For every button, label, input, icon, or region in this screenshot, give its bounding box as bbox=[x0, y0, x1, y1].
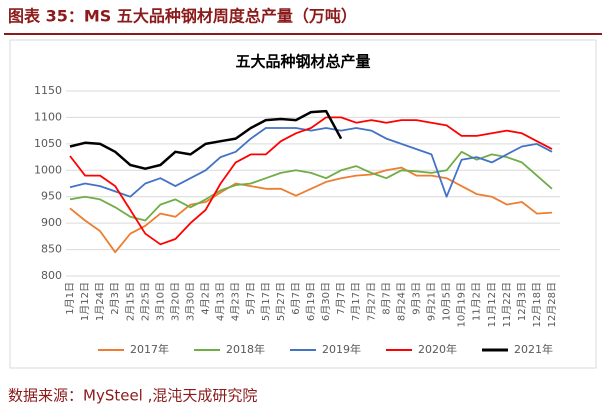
y-tick-label: 950 bbox=[41, 190, 62, 203]
page-title: 图表 35：MS 五大品种钢材周度总产量（万吨） bbox=[8, 7, 357, 26]
legend-label: 2021年 bbox=[514, 342, 553, 356]
chart-title: 五大品种钢材总产量 bbox=[235, 53, 370, 71]
x-tick-label: 11月22日 bbox=[501, 282, 513, 327]
legend-label: 2020年 bbox=[418, 342, 457, 356]
x-tick-label: 2月3日 bbox=[109, 282, 121, 315]
x-tick-label: 1月12日 bbox=[79, 282, 91, 321]
series-line bbox=[69, 127, 553, 198]
x-tick-label: 3月30日 bbox=[185, 282, 197, 321]
legend-label: 2018年 bbox=[226, 342, 265, 356]
x-tick-label: 8月24日 bbox=[395, 282, 407, 321]
x-tick-label: 6月19日 bbox=[305, 282, 317, 321]
x-tick-label: 12月18日 bbox=[531, 282, 543, 327]
x-tick-label: 3月20日 bbox=[169, 282, 181, 321]
x-tick-label: 8月7日 bbox=[380, 282, 392, 315]
x-tick-label: 10月19日 bbox=[456, 282, 468, 327]
x-tick-label: 7月17日 bbox=[350, 282, 362, 321]
legend-label: 2017年 bbox=[130, 342, 169, 356]
x-tick-label: 6月7日 bbox=[290, 282, 302, 315]
source: 数据来源：MySteel ,混沌天成研究院 bbox=[8, 387, 257, 405]
x-tick-label: 1月1日 bbox=[64, 282, 76, 315]
y-tick-label: 800 bbox=[41, 269, 62, 282]
x-tick-label: 12月3日 bbox=[516, 282, 528, 321]
x-tick-label: 5月7日 bbox=[245, 282, 257, 315]
y-tick-label: 1100 bbox=[34, 110, 62, 123]
y-tick-label: 850 bbox=[41, 243, 62, 256]
x-tick-label: 5月17日 bbox=[260, 282, 272, 321]
x-tick-label: 4月2日 bbox=[200, 282, 212, 315]
x-tick-label: 11月12日 bbox=[486, 282, 498, 327]
x-tick-label: 7月7日 bbox=[335, 282, 347, 315]
x-tick-label: 2月25日 bbox=[139, 282, 151, 321]
x-tick-label: 3月10日 bbox=[154, 282, 166, 321]
x-tick-label: 7月27日 bbox=[365, 282, 377, 321]
series-line bbox=[69, 109, 343, 170]
x-tick-label: 6月30日 bbox=[320, 282, 332, 321]
x-tick-label: 1月24日 bbox=[94, 282, 106, 321]
x-tick-label: 12月28日 bbox=[546, 282, 558, 327]
series-line bbox=[69, 116, 553, 246]
x-tick-label: 2月15日 bbox=[124, 282, 136, 321]
x-tick-label: 11月2日 bbox=[471, 282, 483, 321]
chart-frame bbox=[9, 39, 597, 369]
y-tick-label: 1050 bbox=[34, 137, 62, 150]
y-tick-label: 900 bbox=[41, 216, 62, 229]
legend-label: 2019年 bbox=[322, 342, 361, 356]
series-line bbox=[69, 166, 553, 254]
x-tick-label: 4月13日 bbox=[215, 282, 227, 321]
x-tick-label: 5月27日 bbox=[275, 282, 287, 321]
y-tick-label: 1000 bbox=[34, 163, 62, 176]
x-tick-label: 4月23日 bbox=[230, 282, 242, 321]
x-tick-label: 10月5日 bbox=[441, 282, 453, 321]
x-tick-label: 9月3日 bbox=[410, 282, 422, 315]
x-tick-label: 9月21日 bbox=[426, 282, 438, 321]
title-rule bbox=[4, 33, 602, 35]
y-tick-label: 1150 bbox=[34, 84, 62, 97]
